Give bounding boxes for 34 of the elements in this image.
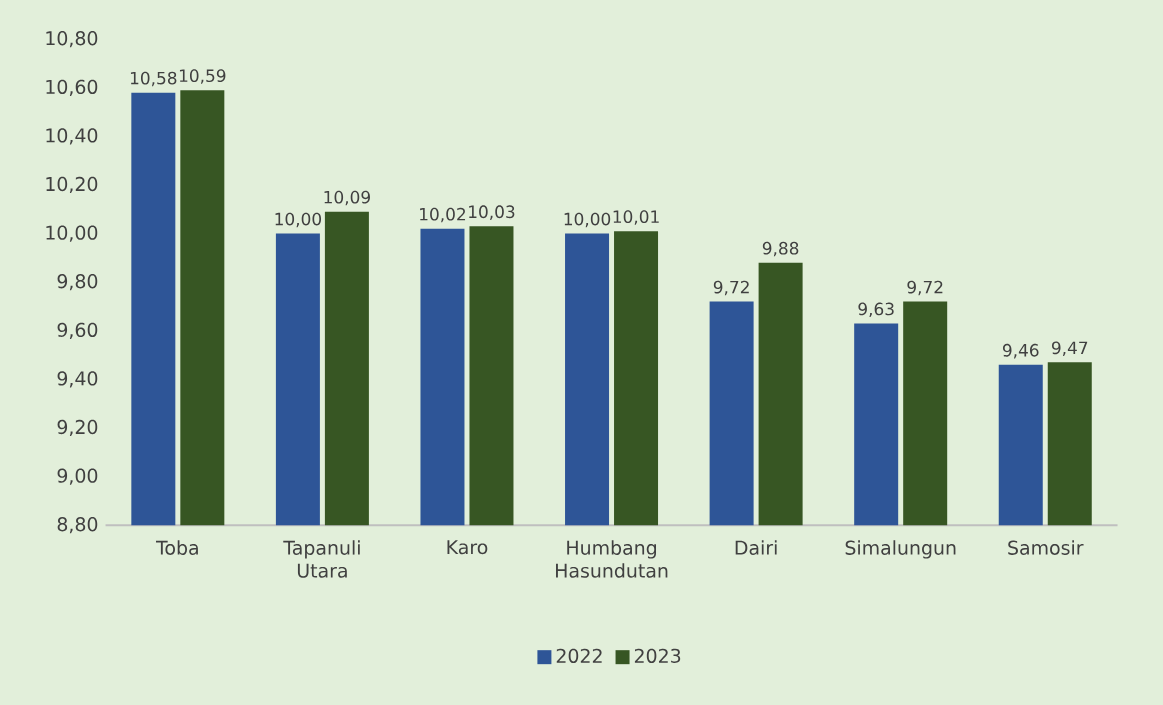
- y-tick-label: 10,80: [46, 31, 98, 48]
- legend-label: 2023: [634, 648, 681, 663]
- data-label: 10,09: [324, 190, 370, 206]
- y-tick-label: 9,60: [57, 322, 98, 339]
- x-tick-label: Dairi: [735, 540, 777, 555]
- x-tick-label: Humbang Hasundutan: [556, 540, 668, 578]
- x-tick-label: Tapanuli Utara: [283, 540, 360, 578]
- data-label: 10,00: [564, 212, 611, 228]
- y-tick-label: 9,00: [57, 468, 98, 485]
- data-label: 10,03: [469, 205, 515, 220]
- legend-label: 2022: [556, 648, 602, 663]
- data-label: 9,47: [1051, 341, 1088, 356]
- y-tick-label: 9,80: [57, 274, 98, 291]
- data-label: 10,02: [420, 207, 466, 223]
- data-label: 9,63: [858, 302, 894, 318]
- data-label: 10,59: [179, 69, 226, 84]
- y-tick-label: 8,80: [57, 517, 98, 534]
- x-tick-label: Samosir: [1008, 540, 1084, 555]
- x-tick-label: Karo: [447, 540, 488, 555]
- y-tick-label: 10,40: [46, 128, 98, 145]
- data-label: 10,01: [613, 210, 659, 225]
- x-tick-label: Toba: [156, 540, 198, 555]
- data-label: 10,00: [275, 212, 322, 228]
- y-tick-label: 10,20: [46, 176, 98, 194]
- y-tick-label: 9,40: [57, 371, 98, 388]
- data-label: 9,72: [907, 280, 943, 296]
- y-tick-label: 10,00: [46, 225, 98, 242]
- data-label: 10,58: [130, 71, 177, 87]
- y-tick-label: 10,60: [46, 79, 98, 96]
- x-tick-label: Simalungun: [845, 540, 956, 559]
- data-label: 9,46: [1002, 343, 1039, 359]
- y-tick-label: 9,20: [57, 419, 98, 437]
- data-label: 9,88: [762, 241, 799, 257]
- data-label: 9,72: [713, 280, 749, 296]
